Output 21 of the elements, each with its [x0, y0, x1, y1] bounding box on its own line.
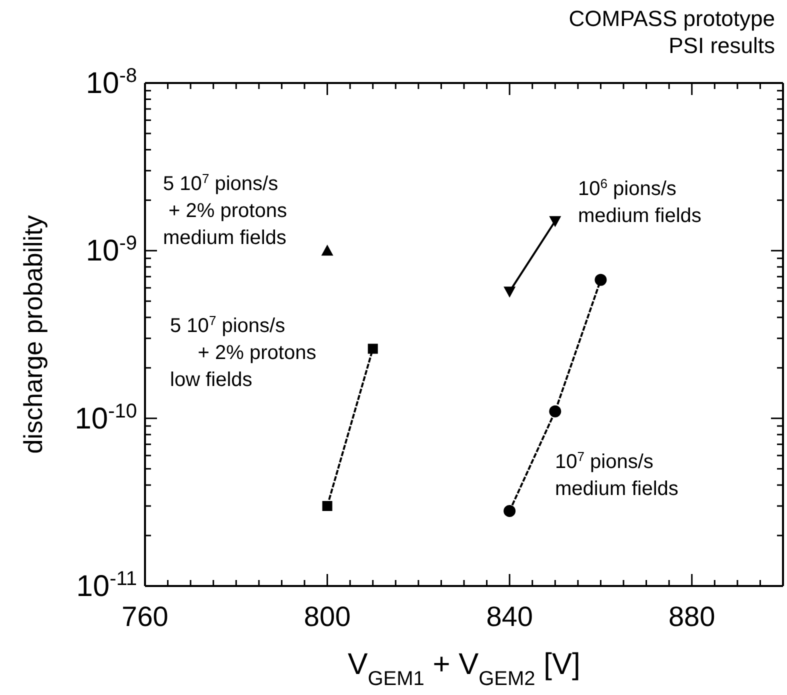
x-tick-label: 760: [122, 601, 168, 632]
point: [594, 274, 607, 286]
point: [321, 244, 334, 256]
point: [368, 344, 378, 354]
annotation: 5 10$^{7}$ pions/s + 2% protons medium fields: [163, 170, 287, 249]
point: [322, 501, 332, 512]
y-tick-label: 10$^{-8}$: [86, 65, 137, 100]
x-tick-label: 840: [486, 601, 533, 632]
chart-title: COMPASS prototype PSI results: [568, 6, 775, 58]
annotation: 10$^{6}$ pions/s medium fields: [578, 176, 702, 227]
y-tick-label: 10$^{-10}$: [74, 400, 137, 436]
y-axis-title: discharge probability: [18, 215, 48, 454]
y-tick-label: 10$^{-9}$: [86, 232, 137, 268]
y-tick-label: 10$^{-11}$: [76, 568, 137, 603]
x-tick-label: 880: [668, 601, 716, 632]
annotation: 5 10$^{7}$ pions/s + 2% protons low fields: [170, 312, 316, 391]
point: [549, 405, 562, 418]
x-tick-label: 800: [304, 601, 351, 632]
x-axis-title: V$_{GEM1}$ + V$_{GEM2}$ [V]: [348, 648, 580, 690]
annotation: 10$^{7}$ pions/s medium fields: [555, 448, 678, 500]
point: [504, 505, 516, 518]
